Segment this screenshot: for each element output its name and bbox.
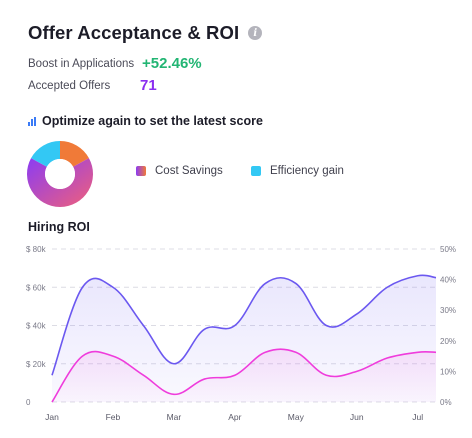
accepted-label: Accepted Offers	[28, 80, 111, 92]
y-tick-right: 0%	[440, 398, 452, 407]
efficiency-gain-swatch	[251, 166, 261, 176]
legend-cost-savings-label: Cost Savings	[155, 165, 223, 177]
optimize-row[interactable]: Optimize again to set the latest score	[28, 114, 263, 128]
chart-title: Hiring ROI	[28, 220, 90, 234]
y-tick-left: $ 80k	[26, 245, 47, 254]
x-tick: Mar	[167, 412, 182, 422]
series-area-pink	[52, 349, 436, 402]
donut-segment-gradient	[27, 158, 93, 207]
x-tick: Feb	[106, 412, 121, 422]
y-tick-right: 10%	[440, 367, 456, 376]
info-icon[interactable]: i	[248, 26, 263, 40]
y-tick-right: 20%	[440, 337, 456, 346]
legend-cost-savings[interactable]: Cost Savings	[136, 165, 223, 177]
accepted-value: 71	[140, 77, 157, 94]
boost-value: +52.46%	[142, 55, 202, 72]
legend-efficiency-gain[interactable]: Efficiency gain	[251, 165, 344, 177]
series-line-pink	[51, 348, 437, 403]
boost-label: Boost in Applications	[28, 58, 135, 70]
y-tick-left: 0	[26, 398, 31, 407]
x-tick: Apr	[228, 412, 241, 422]
y-tick-left: $ 60k	[26, 283, 47, 292]
donut-hole	[45, 159, 75, 189]
y-tick-left: $ 20k	[26, 360, 47, 369]
y-tick-right: 30%	[440, 306, 456, 315]
series-area-purple	[52, 275, 436, 402]
accepted-metric: Accepted Offers 71	[28, 77, 157, 94]
donut-segment-cyan	[31, 141, 60, 167]
x-tick: Jun	[350, 412, 364, 422]
cost-savings-swatch	[136, 166, 146, 176]
y-tick-right: 50%	[440, 245, 456, 254]
optimize-title: Optimize again to set the latest score	[42, 114, 263, 128]
x-tick: Jan	[45, 412, 59, 422]
x-tick: Jul	[412, 412, 423, 422]
donut-chart	[27, 141, 93, 207]
bar-chart-icon	[28, 116, 37, 126]
series-line-purple	[51, 274, 437, 376]
donut-segment-orange	[60, 141, 89, 167]
y-tick-right: 40%	[440, 276, 456, 285]
y-tick-left: $ 40k	[26, 322, 47, 331]
page-title: Offer Acceptance & ROI	[28, 22, 240, 43]
header: Offer Acceptance & ROI i	[28, 22, 263, 44]
hiring-roi-chart: 0$ 20k$ 40k$ 60k$ 80k 0%10%20%30%40%50% …	[26, 245, 456, 422]
x-tick: May	[288, 412, 305, 422]
boost-metric: Boost in Applications +52.46%	[28, 55, 202, 72]
legend-efficiency-gain-label: Efficiency gain	[270, 165, 344, 177]
